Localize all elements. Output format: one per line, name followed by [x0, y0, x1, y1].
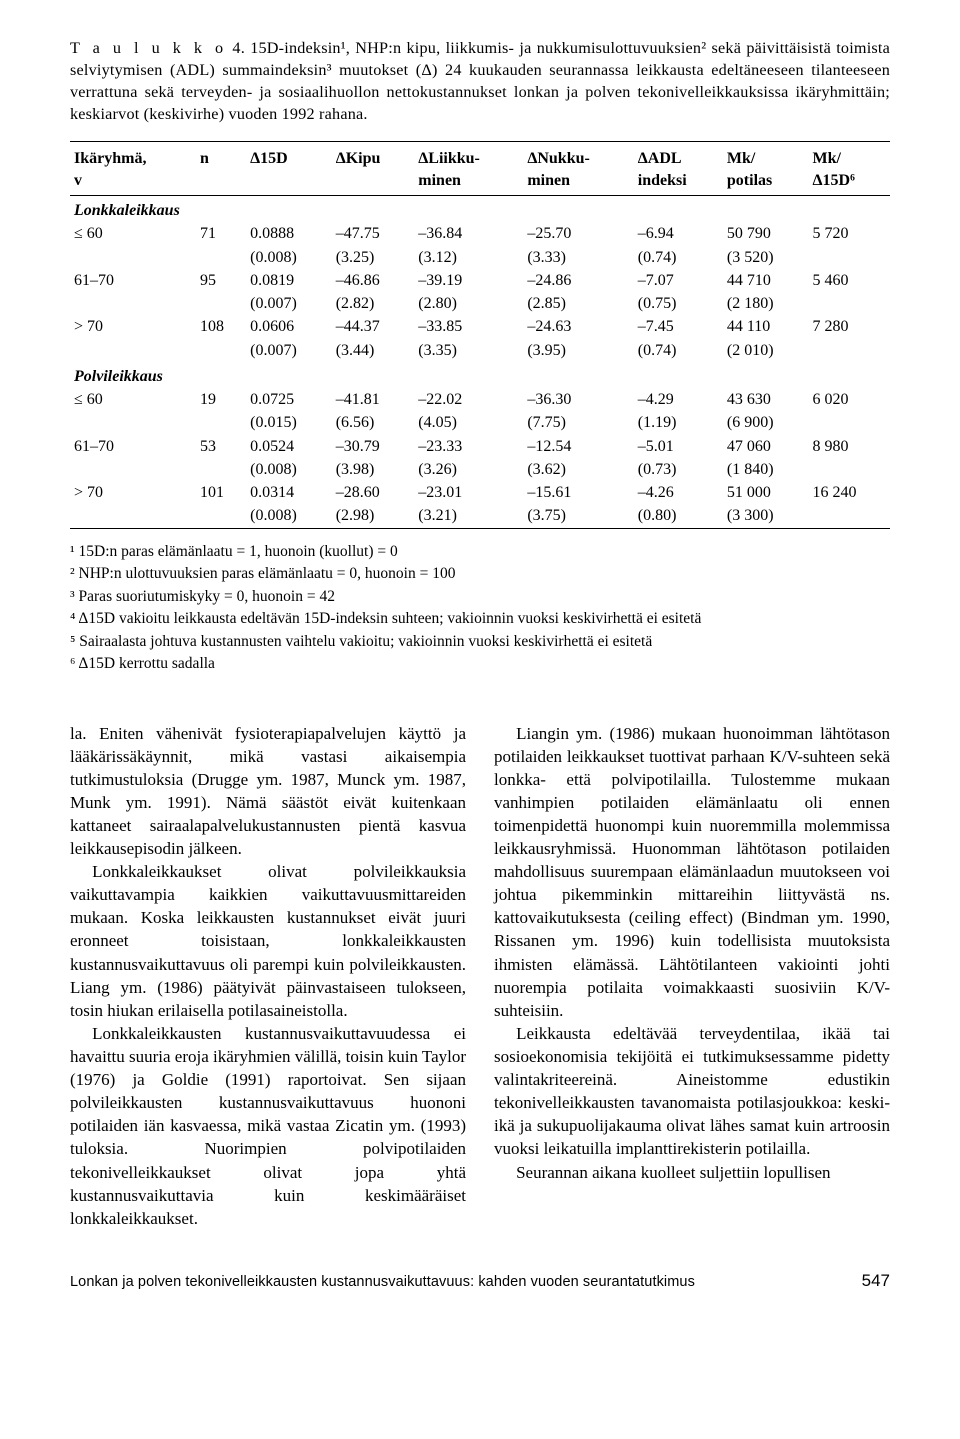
table-row-se: (0.008)(3.25)(3.12)(3.33)(0.74)(3 520) — [70, 246, 890, 269]
col-n: n — [196, 142, 246, 195]
body-text: la. Eniten vähenivät fysioterapiapalvelu… — [70, 722, 890, 1230]
table-row-se: (0.015)(6.56)(4.05)(7.75)(1.19)(6 900) — [70, 411, 890, 434]
table-row-se: (0.007)(3.44)(3.35)(3.95)(0.74)(2 010) — [70, 339, 890, 362]
col-liikku: ΔLiikku-minen — [414, 142, 523, 195]
col-nukku: ΔNukku-minen — [523, 142, 633, 195]
col-mkpot: Mk/potilas — [723, 142, 809, 195]
footnote: ² NHP:n ulottuvuuksien paras elämänlaatu… — [70, 563, 890, 585]
caption-label-num: 4. — [227, 39, 245, 57]
data-table: Ikäryhmä,v n Δ15D ΔKipu ΔLiikku-minen ΔN… — [70, 141, 890, 528]
body-paragraph: Lonkkaleikkausten kustannusvaikuttavuude… — [70, 1022, 466, 1230]
table-row: > 701080.0606–44.37–33.85–24.63–7.4544 1… — [70, 315, 890, 338]
table-footnotes: ¹ 15D:n paras elämänlaatu = 1, huonoin (… — [70, 541, 890, 676]
body-paragraph: Liangin ym. (1986) mukaan huonoimman läh… — [494, 722, 890, 1022]
table-row-se: (0.008)(3.98)(3.26)(3.62)(0.73)(1 840) — [70, 458, 890, 481]
table-row: ≤ 60710.0888–47.75–36.84–25.70–6.9450 79… — [70, 222, 890, 245]
table-row: 61–70950.0819–46.86–39.19–24.86–7.0744 7… — [70, 269, 890, 292]
running-title: Lonkan ja polven tekonivelleikkausten ku… — [70, 1273, 695, 1292]
table-section-label: Lonkkaleikkaus — [70, 196, 890, 222]
body-paragraph: Leikkausta edeltävää terveydentilaa, ikä… — [494, 1022, 890, 1161]
col-adl: ΔADLindeksi — [634, 142, 723, 195]
table-row: > 701010.0314–28.60–23.01–15.61–4.2651 0… — [70, 481, 890, 504]
col-mk15d: Mk/Δ15D⁶ — [808, 142, 890, 195]
table-row-se: (0.007)(2.82)(2.80)(2.85)(0.75)(2 180) — [70, 292, 890, 315]
footnote: ⁶ Δ15D kerrottu sadalla — [70, 653, 890, 675]
caption-label: T a u l u k k o — [70, 39, 227, 57]
footnote: ⁵ Sairaalasta johtuva kustannusten vaiht… — [70, 631, 890, 653]
table-section-label: Polvileikkaus — [70, 362, 890, 388]
table-caption: T a u l u k k o 4. 15D-indeksin¹, NHP:n … — [70, 38, 890, 125]
page-footer: Lonkan ja polven tekonivelleikkausten ku… — [70, 1270, 890, 1293]
body-paragraph: la. Eniten vähenivät fysioterapiapalvelu… — [70, 722, 466, 861]
footnote: ¹ 15D:n paras elämänlaatu = 1, huonoin (… — [70, 541, 890, 563]
body-paragraph: Seurannan aikana kuolleet suljettiin lop… — [494, 1161, 890, 1184]
page-number: 547 — [862, 1270, 890, 1293]
table-row: 61–70530.0524–30.79–23.33–12.54–5.0147 0… — [70, 435, 890, 458]
table-header-row: Ikäryhmä,v n Δ15D ΔKipu ΔLiikku-minen ΔN… — [70, 142, 890, 195]
table-row: ≤ 60190.0725–41.81–22.02–36.30–4.2943 63… — [70, 388, 890, 411]
body-paragraph: Lonkkaleikkaukset olivat polvileikkauksi… — [70, 860, 466, 1022]
footnote: ³ Paras suoriutumiskyky = 0, huonoin = 4… — [70, 586, 890, 608]
col-age: Ikäryhmä,v — [70, 142, 196, 195]
col-kipu: ΔKipu — [332, 142, 415, 195]
col-d15d: Δ15D — [246, 142, 332, 195]
table-row-se: (0.008)(2.98)(3.21)(3.75)(0.80)(3 300) — [70, 504, 890, 528]
footnote: ⁴ Δ15D vakioitu leikkausta edeltävän 15D… — [70, 608, 890, 630]
